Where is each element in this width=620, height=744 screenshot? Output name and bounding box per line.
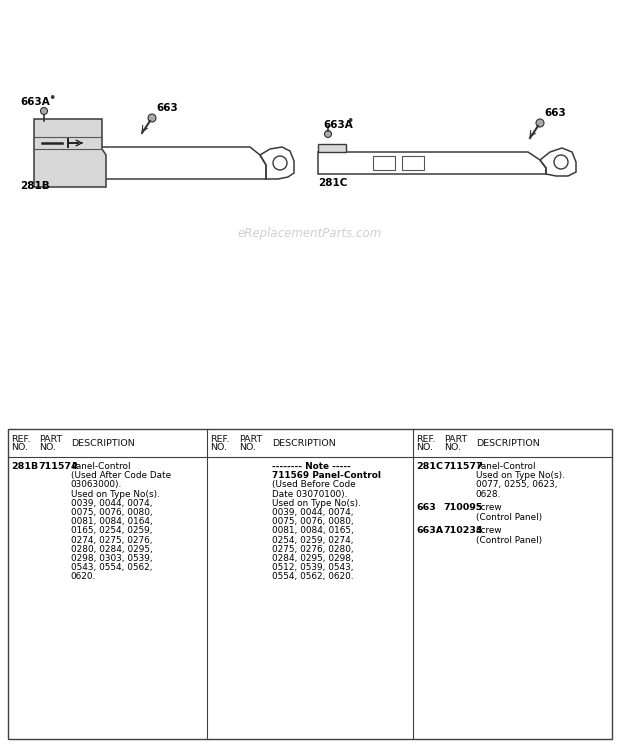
Text: NO.: NO. [416,443,433,452]
Text: 0554, 0562, 0620.: 0554, 0562, 0620. [272,572,353,581]
Text: 281C: 281C [416,462,443,471]
Text: Screw: Screw [476,504,502,513]
Circle shape [324,130,332,138]
Text: NO.: NO. [210,443,227,452]
Text: 0275, 0276, 0280,: 0275, 0276, 0280, [272,545,353,554]
Text: 0165, 0254, 0259,: 0165, 0254, 0259, [71,527,152,536]
Text: eReplacementParts.com: eReplacementParts.com [238,228,382,240]
Text: Used on Type No(s).: Used on Type No(s). [272,498,361,508]
Text: 0077, 0255, 0623,: 0077, 0255, 0623, [476,481,557,490]
Text: 0254, 0259, 0274,: 0254, 0259, 0274, [272,536,353,545]
Text: REF.: REF. [210,434,229,443]
Text: DESCRIPTION: DESCRIPTION [71,438,135,447]
Text: 0280, 0284, 0295,: 0280, 0284, 0295, [71,545,153,554]
Text: Screw: Screw [476,527,502,536]
Text: 663A: 663A [416,527,443,536]
Circle shape [148,114,156,122]
Text: 663A: 663A [323,120,353,130]
Bar [8,429,612,739]
Text: 663: 663 [156,103,178,113]
Text: Used on Type No(s).: Used on Type No(s). [476,471,565,480]
Text: 0284, 0295, 0298,: 0284, 0295, 0298, [272,554,353,563]
Text: 710234: 710234 [444,527,484,536]
Text: 0075, 0076, 0080,: 0075, 0076, 0080, [71,508,153,517]
Bar [373,156,395,170]
Text: 0081, 0084, 0164,: 0081, 0084, 0164, [71,517,153,526]
Text: REF.: REF. [416,434,435,443]
Circle shape [536,119,544,127]
Circle shape [40,107,48,115]
Text: DESCRIPTION: DESCRIPTION [272,438,335,447]
Text: 0039, 0044, 0074,: 0039, 0044, 0074, [71,498,152,508]
Text: 0039, 0044, 0074,: 0039, 0044, 0074, [272,508,353,517]
Text: (Control Panel): (Control Panel) [476,536,542,545]
Text: 711569 Panel-Control: 711569 Panel-Control [272,471,381,480]
Text: -------- Note -----: -------- Note ----- [272,462,351,471]
Text: 663: 663 [544,108,565,118]
Text: 0274, 0275, 0276,: 0274, 0275, 0276, [71,536,152,545]
Text: PART: PART [39,434,62,443]
Text: 711577: 711577 [444,462,484,471]
Text: 0075, 0076, 0080,: 0075, 0076, 0080, [272,517,353,526]
Text: Date 03070100).: Date 03070100). [272,490,347,498]
Polygon shape [34,119,106,187]
Text: 0620.: 0620. [71,572,96,581]
Text: NO.: NO. [39,443,56,452]
Text: NO.: NO. [444,443,461,452]
Text: PART: PART [239,434,262,443]
Text: 0081, 0084, 0165,: 0081, 0084, 0165, [272,527,353,536]
Text: 663A: 663A [20,97,50,107]
Text: 663: 663 [416,504,436,513]
Text: NO.: NO. [239,443,256,452]
Text: 0298, 0303, 0539,: 0298, 0303, 0539, [71,554,153,563]
Text: •: • [346,115,353,128]
Polygon shape [318,144,346,152]
Text: 710095: 710095 [444,504,483,513]
Text: 0543, 0554, 0562,: 0543, 0554, 0562, [71,563,152,572]
Text: Panel-Control: Panel-Control [476,462,535,471]
Bar [402,156,424,170]
Text: NO.: NO. [11,443,28,452]
Text: Used on Type No(s).: Used on Type No(s). [71,490,159,498]
Text: (Used After Code Date: (Used After Code Date [71,471,171,480]
Text: 281B: 281B [20,181,50,191]
Text: 03063000).: 03063000). [71,481,122,490]
Text: 281B: 281B [11,462,38,471]
Text: 711574: 711574 [39,462,79,471]
Text: PART: PART [444,434,467,443]
Text: 0512, 0539, 0543,: 0512, 0539, 0543, [272,563,353,572]
Text: 281C: 281C [318,178,347,188]
Text: REF.: REF. [11,434,30,443]
Text: (Control Panel): (Control Panel) [476,513,542,522]
Text: •: • [48,92,55,105]
Text: Panel-Control: Panel-Control [71,462,130,471]
Text: (Used Before Code: (Used Before Code [272,481,355,490]
Text: 0628.: 0628. [476,490,501,498]
Text: DESCRIPTION: DESCRIPTION [476,438,539,447]
